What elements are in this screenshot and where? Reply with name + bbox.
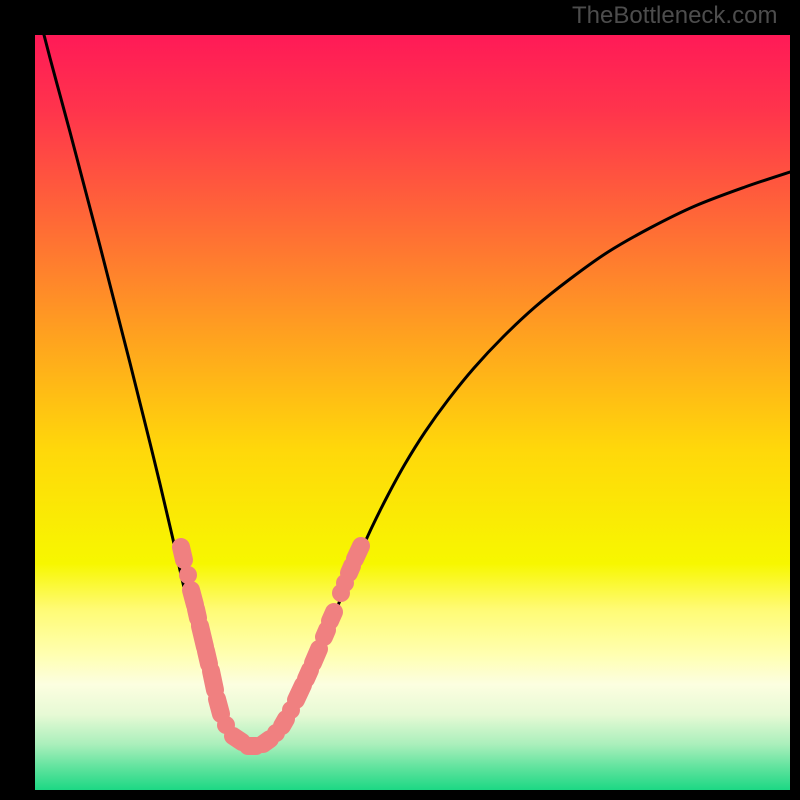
marker-capsule — [181, 547, 184, 560]
marker-dot — [267, 724, 285, 742]
marker-capsule — [196, 609, 198, 618]
marker-capsule — [355, 546, 361, 559]
marker-dot — [217, 716, 235, 734]
watermark-text: TheBottleneck.com — [572, 2, 777, 30]
marker-capsule — [296, 685, 303, 700]
marker-capsule — [217, 699, 221, 714]
marker-capsule — [263, 739, 270, 744]
marker-capsule — [306, 670, 310, 679]
marker-capsule — [313, 649, 319, 663]
chart-container: TheBottleneck.com — [0, 0, 800, 800]
curve-left — [35, 0, 252, 749]
marker-capsule — [324, 630, 327, 637]
marker-dot — [336, 574, 354, 592]
marker-dot — [179, 566, 197, 584]
marker-capsule — [282, 719, 286, 726]
marker-capsule — [206, 651, 209, 664]
curve-layer — [0, 0, 800, 800]
marker-group — [179, 546, 361, 746]
marker-capsule — [211, 671, 215, 690]
marker-dot — [282, 701, 300, 719]
curve-right — [252, 172, 790, 749]
marker-capsule — [330, 612, 334, 621]
